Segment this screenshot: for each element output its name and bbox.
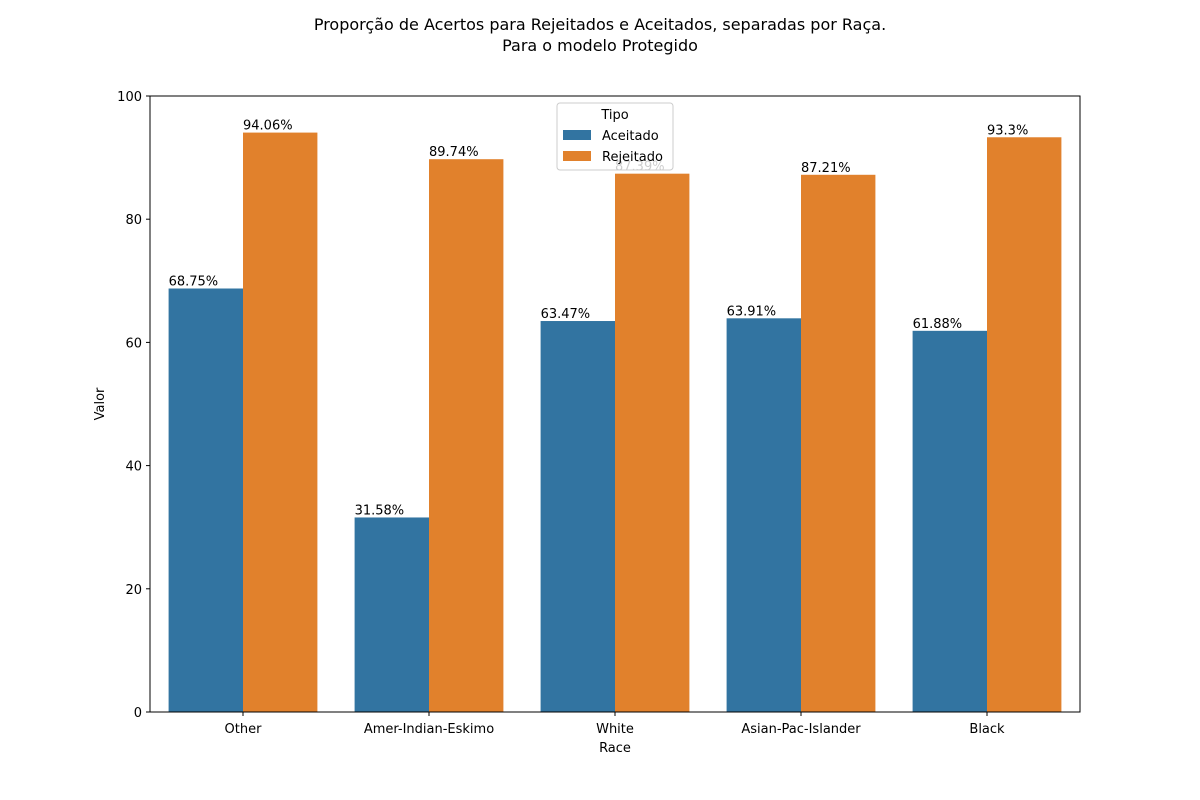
- legend-label-aceitado: Aceitado: [602, 129, 659, 144]
- bar-aceitado-asian-pac-islander: [726, 318, 801, 712]
- data-label-aceitado-asian-pac-islander: 63.91%: [727, 304, 777, 319]
- bar-rejeitado-amer-indian-eskimo: [429, 159, 504, 712]
- data-label-rejeitado-other: 94.06%: [243, 119, 293, 134]
- y-axis: 0 20 40 60 80 100: [117, 90, 150, 721]
- bar-aceitado-amer-indian-eskimo: [354, 517, 429, 712]
- x-axis: Other Amer-Indian-Eskimo White Asian-Pac-Is…: [225, 712, 1005, 737]
- chart-title: Proporção de Acertos para Rejeitados e A…: [314, 15, 886, 34]
- legend: Tipo Aceitado Rejeitado: [556, 102, 674, 171]
- y-tick-label-20: 20: [125, 583, 142, 598]
- legend-swatch-rejeitado: [563, 151, 591, 161]
- x-tick-label-other: Other: [225, 722, 263, 737]
- y-tick-label-60: 60: [125, 336, 142, 351]
- bar-rejeitado-black: [987, 137, 1062, 713]
- x-axis-label: Race: [599, 741, 631, 756]
- y-axis-label: Valor: [93, 387, 108, 420]
- data-label-rejeitado-asian-pac-islander: 87.21%: [801, 161, 851, 176]
- chart-subtitle: Para o modelo Protegido: [502, 36, 698, 55]
- y-tick-label-40: 40: [125, 460, 142, 475]
- bar-aceitado-other: [168, 288, 243, 712]
- data-label-aceitado-white: 63.47%: [541, 307, 591, 322]
- bar-rejeitado-white: [615, 173, 690, 712]
- data-label-aceitado-other: 68.75%: [169, 275, 219, 290]
- legend-title: Tipo: [600, 108, 628, 123]
- x-tick-label-amer-indian-eskimo: Amer-Indian-Eskimo: [364, 722, 494, 737]
- x-tick-label-white: White: [596, 722, 634, 737]
- bar-aceitado-white: [540, 321, 615, 712]
- data-label-rejeitado-amer-indian-eskimo: 89.74%: [429, 145, 479, 160]
- data-label-rejeitado-black: 93.3%: [987, 123, 1028, 138]
- bar-rejeitado-other: [243, 132, 318, 712]
- bar-rejeitado-asian-pac-islander: [801, 174, 876, 713]
- data-label-aceitado-black: 61.88%: [913, 317, 963, 332]
- data-label-aceitado-amer-indian-eskimo: 31.58%: [355, 503, 405, 518]
- bar-aceitado-black: [912, 330, 987, 712]
- legend-label-rejeitado: Rejeitado: [602, 150, 663, 165]
- bars-group: [168, 132, 1062, 713]
- y-tick-label-80: 80: [125, 213, 142, 228]
- y-tick-label-0: 0: [134, 706, 142, 721]
- x-tick-label-asian-pac-islander: Asian-Pac-Islander: [741, 722, 861, 737]
- y-tick-label-100: 100: [117, 90, 142, 105]
- legend-swatch-aceitado: [563, 130, 591, 140]
- x-tick-label-black: Black: [969, 722, 1005, 737]
